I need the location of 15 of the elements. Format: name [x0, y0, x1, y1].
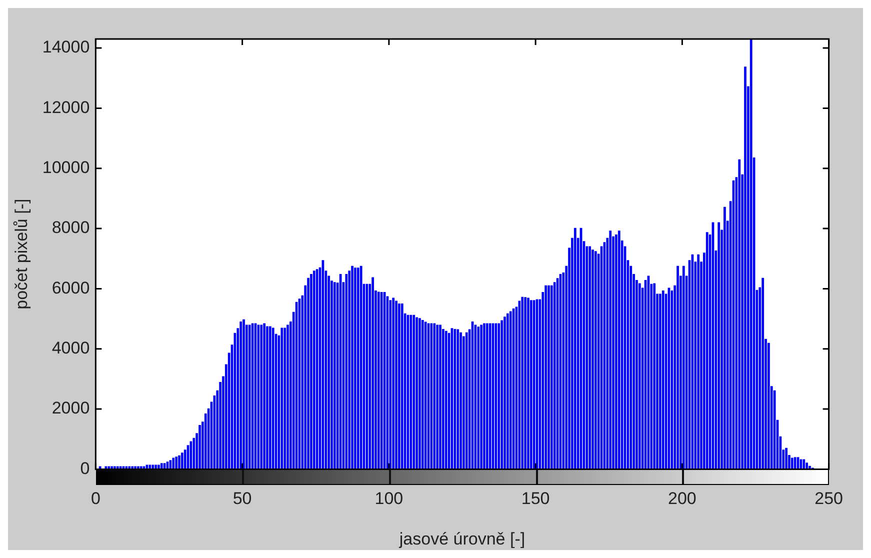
x-tick-label: 200: [668, 489, 696, 508]
y-tick-label: 8000: [52, 218, 90, 238]
y-tick-label: 12000: [42, 98, 90, 117]
y-axis-title: počet pixelů [-]: [12, 198, 31, 310]
x-tick-label: 250: [814, 489, 844, 508]
y-tick-label: 2000: [52, 398, 90, 418]
y-tick-label: 4000: [52, 338, 90, 358]
y-tick-label: 0: [80, 458, 90, 478]
x-tick-label: 100: [374, 489, 404, 508]
y-tick-label: 6000: [52, 278, 90, 298]
y-tick-label: 14000: [42, 38, 90, 57]
y-tick-label: 10000: [42, 158, 90, 178]
x-tick-label: 150: [521, 489, 550, 508]
x-tick-label: 50: [232, 489, 252, 508]
x-axis-title: jasové úrovně [-]: [398, 529, 526, 548]
